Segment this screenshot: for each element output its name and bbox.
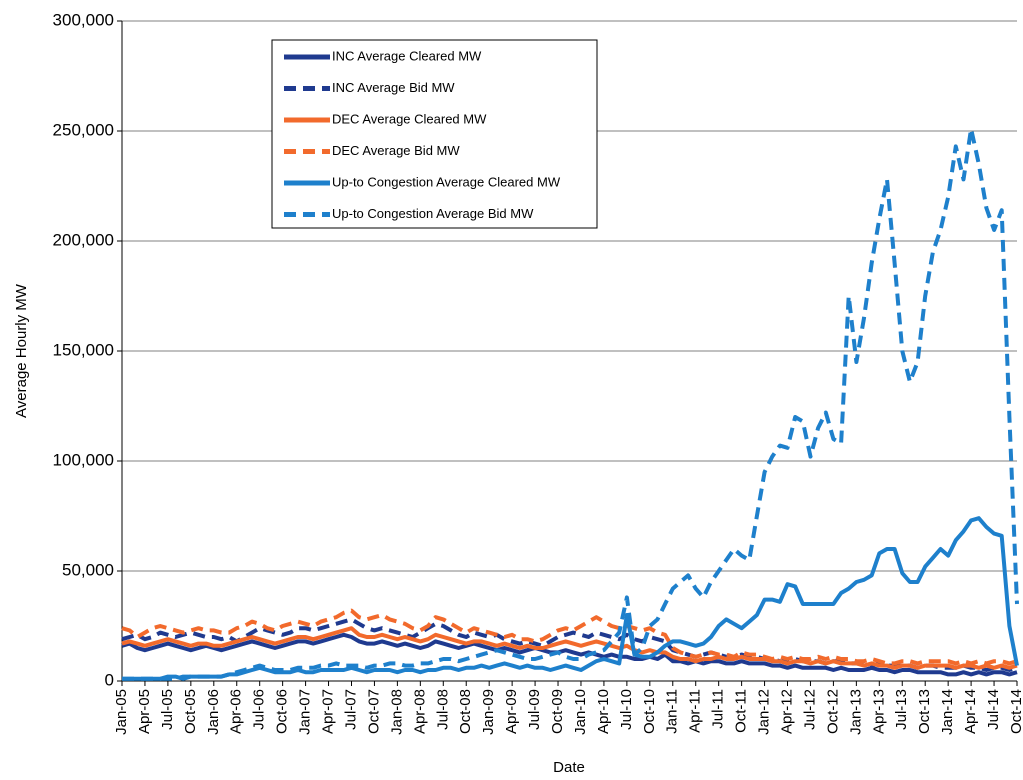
x-tick-label: Jul-09 xyxy=(526,689,543,730)
x-tick-label: Jul-12 xyxy=(801,689,818,730)
x-tick-label: Oct-05 xyxy=(182,689,199,734)
series-line xyxy=(121,608,1018,666)
x-tick-label: Jan-05 xyxy=(113,689,130,735)
series-line xyxy=(122,516,1019,681)
y-tick-label: 0 xyxy=(105,670,114,689)
x-tick-label: Jan-08 xyxy=(388,689,405,735)
x-tick-label: Oct-06 xyxy=(274,689,291,734)
x-tick-label: Apr-09 xyxy=(503,689,520,734)
series-line xyxy=(122,126,1019,681)
x-tick-label: Oct-08 xyxy=(457,689,474,734)
legend-label: INC Average Cleared MW xyxy=(332,48,482,63)
x-tick-label: Jul-05 xyxy=(159,689,176,730)
x-tick-label: Jan-09 xyxy=(480,689,497,735)
series-line xyxy=(121,617,1018,672)
legend-label: Up-to Congestion Average Bid MW xyxy=(332,206,534,221)
legend-label: DEC Average Bid MW xyxy=(332,143,460,158)
x-tick-label: Apr-08 xyxy=(411,689,428,734)
x-tick-label: Oct-14 xyxy=(1008,689,1023,734)
legend-label: Up-to Congestion Average Cleared MW xyxy=(332,174,561,189)
y-tick-label: 200,000 xyxy=(53,230,114,249)
x-tick-label: Jan-13 xyxy=(847,689,864,735)
x-tick-label: Apr-05 xyxy=(136,689,153,734)
x-tick-label: Jul-11 xyxy=(710,689,727,729)
x-tick-label: Jan-06 xyxy=(205,689,222,735)
x-tick-label: Oct-07 xyxy=(365,689,382,734)
x-tick-label: Jul-06 xyxy=(251,689,268,730)
x-tick-label: Apr-06 xyxy=(228,689,245,734)
y-axis-label: Average Hourly MW xyxy=(13,283,30,418)
x-tick-label: Jul-08 xyxy=(434,689,451,730)
x-tick-label: Jul-10 xyxy=(618,689,635,730)
x-tick-label: Oct-10 xyxy=(641,689,658,734)
x-tick-label: Oct-12 xyxy=(824,689,841,734)
x-tick-label: Apr-07 xyxy=(320,689,337,734)
x-tick-label: Jan-11 xyxy=(664,689,681,734)
x-tick-label: Jul-07 xyxy=(342,689,359,730)
y-tick-label: 250,000 xyxy=(53,120,114,139)
x-tick-label: Oct-09 xyxy=(549,689,566,734)
y-tick-label: 300,000 xyxy=(53,10,114,29)
x-tick-label: Jan-14 xyxy=(939,689,956,735)
x-tick-label: Jan-07 xyxy=(297,689,314,735)
x-tick-label: Jan-10 xyxy=(572,689,589,735)
series-line xyxy=(121,626,1018,670)
x-tick-label: Jul-14 xyxy=(985,689,1002,730)
x-tick-label: Apr-10 xyxy=(595,689,612,734)
x-tick-label: Apr-13 xyxy=(870,689,887,734)
x-tick-label: Oct-11 xyxy=(733,689,750,733)
y-tick-label: 50,000 xyxy=(62,560,114,579)
x-axis-label: Date xyxy=(553,759,585,776)
x-tick-label: Jul-13 xyxy=(893,689,910,730)
x-tick-label: Jan-12 xyxy=(756,689,773,735)
x-tick-label: Apr-14 xyxy=(962,689,979,734)
y-tick-label: 150,000 xyxy=(53,340,114,359)
legend-label: DEC Average Cleared MW xyxy=(332,111,487,126)
legend-label: INC Average Bid MW xyxy=(332,80,455,95)
x-tick-label: Apr-12 xyxy=(778,689,795,734)
legend-box xyxy=(271,39,598,229)
x-tick-label: Oct-13 xyxy=(916,689,933,734)
y-tick-label: 100,000 xyxy=(53,450,114,469)
series-line xyxy=(121,632,1018,677)
x-tick-label: Apr-11 xyxy=(687,689,704,733)
